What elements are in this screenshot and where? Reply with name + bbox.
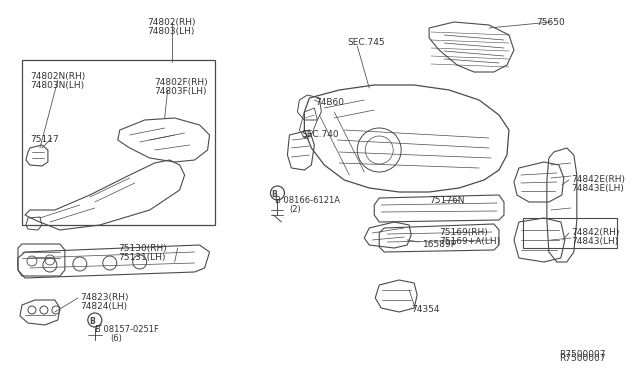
Bar: [523, 218, 617, 248]
Bar: [22, 60, 214, 225]
Text: B 08157-0251F: B 08157-0251F: [95, 325, 159, 334]
Text: 74843(LH): 74843(LH): [571, 237, 618, 246]
Text: SEC.740: SEC.740: [301, 130, 339, 139]
Text: R7500007: R7500007: [559, 354, 605, 363]
Text: 74354: 74354: [411, 305, 440, 314]
Text: 75169(RH): 75169(RH): [439, 228, 488, 237]
Text: 75117: 75117: [30, 135, 59, 144]
Text: (2): (2): [289, 205, 301, 214]
Text: (6): (6): [110, 334, 122, 343]
Text: B: B: [271, 189, 277, 199]
Text: 74802(RH): 74802(RH): [148, 18, 196, 27]
Text: 74824(LH): 74824(LH): [80, 302, 127, 311]
Text: SEC.745: SEC.745: [348, 38, 385, 47]
Text: 75650: 75650: [536, 18, 564, 27]
Text: 74803(LH): 74803(LH): [148, 27, 195, 36]
Text: 74803F(LH): 74803F(LH): [155, 87, 207, 96]
Text: 74842E(RH): 74842E(RH): [571, 175, 625, 184]
Text: 74802N(RH): 74802N(RH): [30, 72, 85, 81]
Text: 74B60: 74B60: [316, 98, 344, 107]
Text: 74803N(LH): 74803N(LH): [30, 81, 84, 90]
Text: 75130(RH): 75130(RH): [118, 244, 166, 253]
Text: 74843E(LH): 74843E(LH): [571, 184, 624, 193]
Text: 75131(LH): 75131(LH): [118, 253, 165, 262]
Text: B: B: [89, 317, 95, 326]
Text: 16589P: 16589P: [423, 240, 457, 249]
Text: B 08166-6121A: B 08166-6121A: [275, 196, 340, 205]
Text: 75176N: 75176N: [429, 196, 465, 205]
Text: R7500007: R7500007: [559, 350, 605, 359]
Text: 74802F(RH): 74802F(RH): [155, 78, 208, 87]
Text: 75169+A(LH): 75169+A(LH): [439, 237, 500, 246]
Text: 74842(RH): 74842(RH): [571, 228, 620, 237]
Text: 74823(RH): 74823(RH): [80, 293, 129, 302]
